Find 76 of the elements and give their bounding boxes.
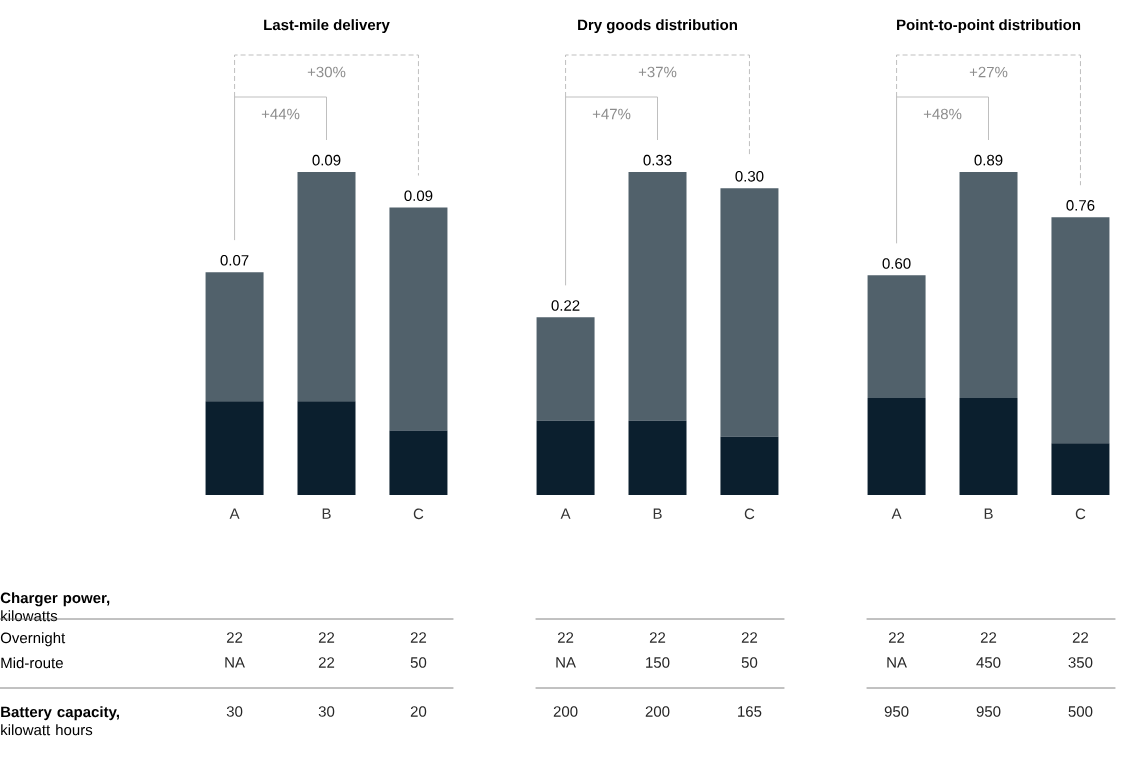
bar xyxy=(1051,443,1110,496)
chart-title: Point-to-point distribution xyxy=(897,19,1081,34)
bar xyxy=(628,420,687,496)
data-label: 950 xyxy=(976,706,1001,717)
annotation: 0.07 xyxy=(220,255,249,266)
data-label: 200 xyxy=(553,706,578,717)
bar xyxy=(297,401,356,496)
data-label: 50 xyxy=(410,657,427,668)
annotation: 0.30 xyxy=(735,171,764,182)
data-label: 30 xyxy=(226,706,243,717)
data-label: NA xyxy=(556,657,576,668)
data-label: 22 xyxy=(888,632,905,643)
bar xyxy=(867,275,926,399)
data-label: 350 xyxy=(1068,657,1093,668)
data-label: 22 xyxy=(1072,632,1089,643)
data-label: 150 xyxy=(646,657,670,668)
text: +30% xyxy=(307,66,346,78)
bar xyxy=(959,398,1018,496)
data-label: NA xyxy=(225,657,245,668)
x-tick-label: C xyxy=(744,508,755,520)
data-label: 22 xyxy=(226,632,243,643)
annotation: 0.60 xyxy=(882,258,911,269)
bar xyxy=(720,188,779,437)
data-label: 950 xyxy=(884,706,909,717)
bar xyxy=(628,172,687,421)
text: +37% xyxy=(638,66,677,78)
bar xyxy=(720,436,779,496)
bar xyxy=(205,272,264,402)
bar xyxy=(536,317,595,421)
annotation: 0.76 xyxy=(1066,200,1095,211)
data-label: 22 xyxy=(410,632,427,643)
category-label: Overnight xyxy=(0,632,66,647)
annotation: 0.33 xyxy=(643,154,672,166)
bar xyxy=(867,398,926,496)
annotation: 0.09 xyxy=(404,190,433,202)
data-label: 22 xyxy=(557,632,574,643)
data-label: 20 xyxy=(410,706,427,717)
x-tick-label: C xyxy=(413,508,424,520)
data-label: 30 xyxy=(318,706,335,717)
bar xyxy=(205,401,264,496)
x-tick-label: A xyxy=(891,508,902,519)
data-label: 450 xyxy=(976,657,1001,668)
data-label: 500 xyxy=(1068,706,1093,717)
x-tick-label: A xyxy=(560,508,571,519)
bar xyxy=(389,430,448,496)
text: +27% xyxy=(969,66,1008,78)
text: +44% xyxy=(261,108,300,120)
data-label: NA xyxy=(887,657,907,668)
category-label: Battery capacity, kilowatt hours xyxy=(1,706,119,736)
text: +47% xyxy=(592,108,631,120)
annotation: 0.09 xyxy=(312,154,341,166)
chart-title: Last-mile delivery xyxy=(264,19,390,34)
text: +48% xyxy=(923,108,962,120)
x-tick-label: A xyxy=(229,508,240,519)
bar xyxy=(959,172,1018,399)
category-label: Mid-route xyxy=(1,657,63,669)
x-tick-label: B xyxy=(984,508,993,519)
data-label: 50 xyxy=(741,657,758,668)
x-tick-label: B xyxy=(322,508,331,519)
data-label: 165 xyxy=(738,706,762,717)
bar xyxy=(536,420,595,496)
x-tick-label: C xyxy=(1075,508,1086,520)
data-label: 22 xyxy=(980,632,997,643)
annotation: 0.89 xyxy=(974,154,1003,166)
data-label: 22 xyxy=(741,632,758,643)
bar xyxy=(389,207,448,431)
annotation: 0.22 xyxy=(551,300,580,311)
chart-title: Dry goods distribution xyxy=(578,19,737,34)
bar xyxy=(297,172,356,402)
bar xyxy=(1051,217,1110,444)
data-label: 22 xyxy=(318,657,335,668)
data-label: 22 xyxy=(318,632,335,643)
data-label: 200 xyxy=(645,706,670,717)
x-tick-label: B xyxy=(653,508,662,519)
text: Charger power, kilowatts xyxy=(0,592,110,622)
data-label: 22 xyxy=(649,632,666,643)
